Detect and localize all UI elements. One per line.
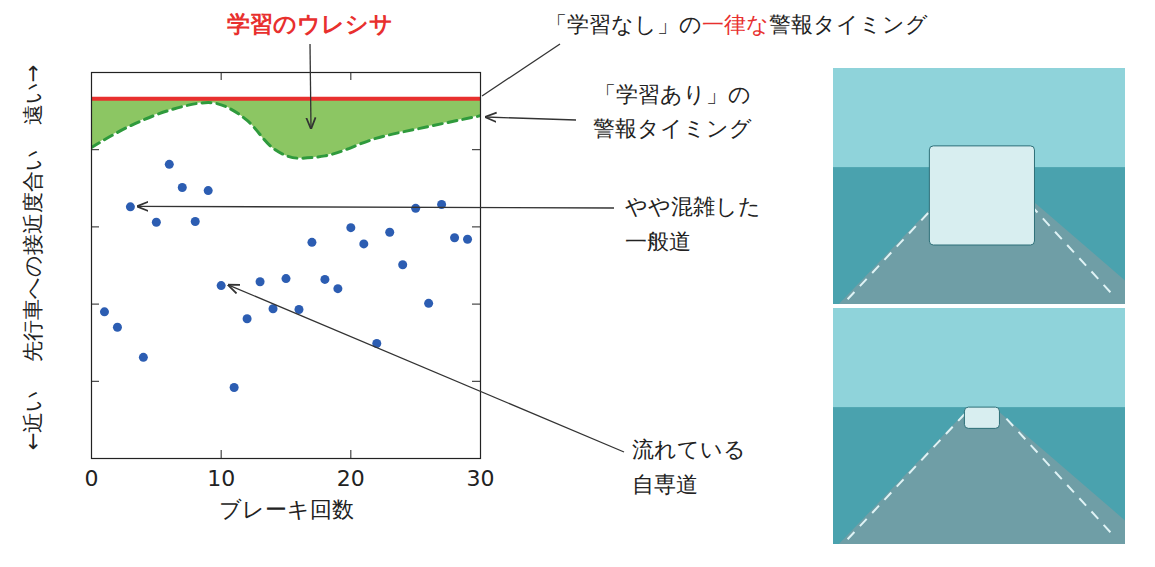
svg-text:警報タイミング: 警報タイミング (593, 116, 752, 141)
svg-text:先行車への接近度合い: 先行車への接近度合い (21, 149, 45, 362)
svg-text:自専道: 自専道 (632, 472, 698, 497)
svg-text:←近い: ←近い (21, 390, 45, 451)
svg-text:20: 20 (337, 466, 365, 491)
svg-text:10: 10 (207, 466, 235, 491)
svg-text:30: 30 (467, 466, 495, 491)
svg-text:0: 0 (85, 466, 99, 491)
svg-text:遠い→: 遠い→ (21, 65, 45, 126)
svg-text:学習のウレシサ: 学習のウレシサ (227, 11, 393, 37)
svg-text:やや混雑した: やや混雑した (625, 194, 761, 219)
svg-text:「学習なし」の一律な警報タイミング: 「学習なし」の一律な警報タイミング (545, 12, 928, 37)
svg-text:流れている: 流れている (632, 437, 746, 462)
svg-text:「学習あり」の: 「学習あり」の (594, 82, 751, 107)
svg-text:ブレーキ回数: ブレーキ回数 (219, 497, 354, 522)
svg-text:一般道: 一般道 (625, 229, 691, 254)
